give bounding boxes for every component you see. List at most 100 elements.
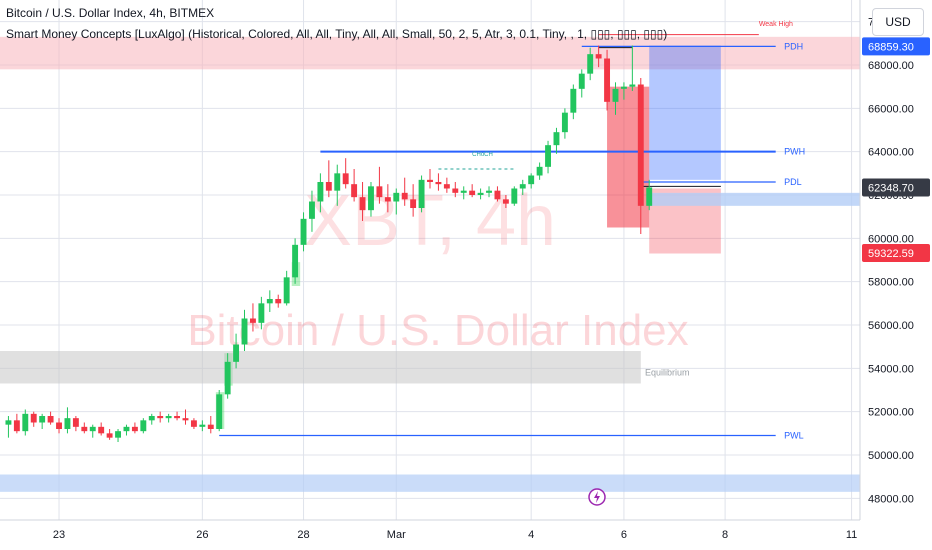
candle-down	[56, 422, 62, 429]
candle-up	[545, 145, 551, 167]
x-tick-label: 26	[196, 529, 208, 541]
candle-up	[22, 413, 29, 432]
y-tick-label: 66000.00	[868, 103, 914, 115]
candle-up	[241, 318, 248, 345]
candle-down	[106, 433, 113, 438]
watermark-name: Bitcoin / U.S. Dollar Index	[187, 306, 688, 355]
price-axis-background	[860, 0, 932, 550]
candle-up	[511, 188, 518, 204]
candle-down	[13, 420, 20, 432]
candle-up	[553, 132, 560, 146]
annotation-label: PWH	[784, 147, 805, 157]
candle-up	[393, 192, 400, 202]
annotation-label: Weak High	[759, 21, 793, 28]
candle-up	[5, 420, 12, 425]
price-label: 62348.70	[868, 182, 914, 194]
y-tick-label: 68000.00	[868, 60, 914, 72]
candle-up	[561, 112, 568, 133]
candle-down	[325, 182, 332, 191]
candle-up	[528, 175, 535, 185]
candle-up	[123, 426, 130, 432]
annotation-label: CHoCH	[472, 152, 493, 158]
candle-up	[224, 361, 231, 395]
candle-down	[376, 186, 383, 198]
candle-down	[275, 299, 282, 304]
candle-up	[612, 88, 619, 102]
candle-down	[207, 424, 214, 429]
candle-up	[418, 179, 425, 208]
y-tick-label: 64000.00	[868, 147, 914, 159]
demand-zone	[0, 474, 860, 492]
candle-up	[317, 182, 324, 202]
currency-button[interactable]: USD	[872, 8, 924, 36]
candle-up	[519, 184, 526, 189]
candle-up	[477, 192, 484, 195]
candle-down	[637, 84, 644, 206]
annotation-label: PWL	[784, 431, 804, 441]
chart-title: Bitcoin / U.S. Dollar Index, 4h, BITMEX	[6, 6, 215, 20]
x-tick-label: 6	[621, 529, 627, 541]
candle-up	[266, 299, 273, 304]
candle-up	[300, 218, 307, 245]
candle-up	[148, 416, 155, 421]
candle-up	[334, 173, 341, 191]
x-tick-label: 4	[528, 529, 534, 541]
candle-up	[140, 420, 147, 432]
candle-down	[174, 416, 181, 419]
event-lightning-icon[interactable]	[588, 488, 606, 506]
current-price-band	[649, 192, 860, 206]
y-tick-label: 56000.00	[868, 320, 914, 332]
x-tick-label: 11	[846, 529, 857, 541]
candle-down	[249, 318, 256, 323]
candle-down	[469, 190, 476, 195]
candle-down	[452, 188, 459, 193]
watermark-symbol: XBT, 4h	[304, 181, 556, 261]
y-tick-label: 48000.00	[868, 493, 914, 505]
candle-down	[98, 426, 105, 434]
candle-up	[309, 201, 315, 219]
candle-up	[620, 86, 627, 89]
candle-up	[292, 244, 299, 278]
candle-down	[410, 199, 417, 208]
candle-up	[165, 416, 172, 419]
premium-zone	[649, 45, 721, 180]
candle-down	[72, 418, 79, 427]
candle-down	[494, 190, 501, 200]
x-tick-label: 8	[722, 529, 728, 541]
x-tick-label: Mar	[387, 529, 406, 541]
annotation-label: PDH	[784, 41, 803, 51]
candle-down	[401, 192, 408, 200]
candle-up	[536, 166, 543, 176]
price-label-badge	[862, 244, 930, 263]
candle-down	[342, 173, 349, 185]
candle-up	[587, 54, 594, 74]
candle-down	[351, 184, 358, 198]
candle-up	[233, 344, 240, 362]
price-label-badge	[862, 37, 930, 56]
indicator-legend[interactable]: Smart Money Concepts [LuxAlgo] (Historic…	[6, 27, 668, 41]
x-tick-label: 28	[297, 529, 309, 541]
candle-up	[283, 277, 290, 304]
candle-down	[604, 58, 611, 102]
candle-up	[199, 424, 206, 427]
candle-up	[115, 431, 121, 438]
y-tick-label: 60000.00	[868, 233, 914, 245]
supply-zone	[0, 36, 860, 70]
candle-up	[64, 418, 71, 429]
candle-down	[595, 54, 602, 59]
price-label: 68859.30	[868, 41, 914, 53]
candle-up	[460, 190, 467, 193]
y-tick-label: 50000.00	[868, 450, 914, 462]
candle-down	[427, 179, 433, 182]
candle-down	[190, 420, 197, 427]
candle-down	[443, 184, 450, 189]
candle-down	[131, 426, 138, 432]
y-tick-label: 52000.00	[868, 407, 914, 419]
candle-down	[157, 416, 164, 419]
candle-down	[359, 197, 366, 211]
candle-down	[30, 413, 37, 423]
x-tick-label: 23	[53, 529, 65, 541]
